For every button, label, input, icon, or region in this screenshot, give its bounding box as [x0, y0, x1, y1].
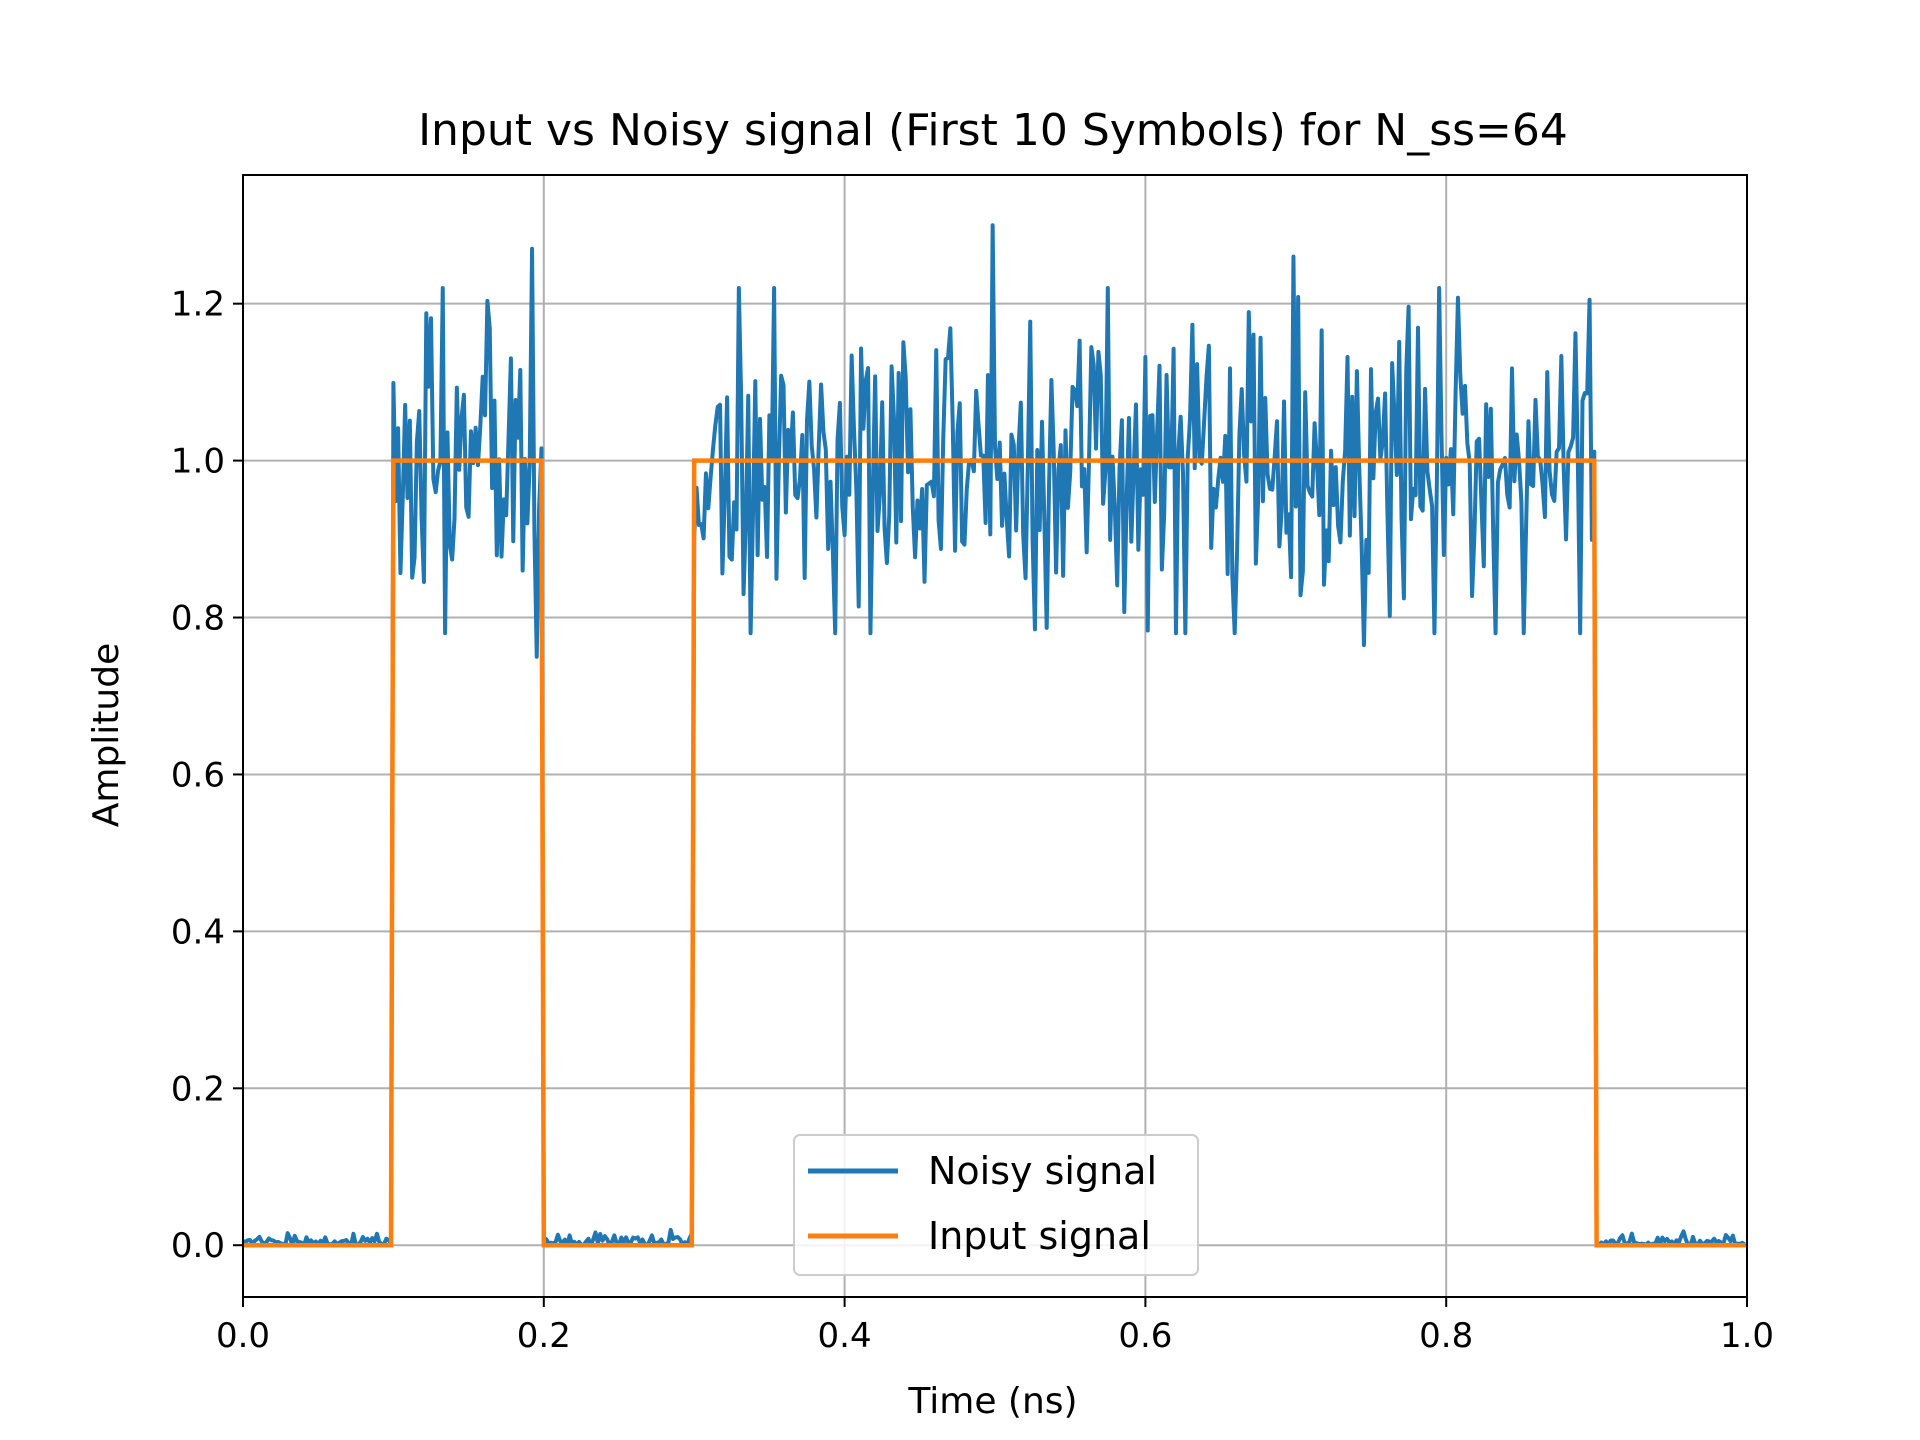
y-tick-label: 0.0 — [171, 1226, 225, 1266]
x-tick-label: 0.0 — [216, 1316, 270, 1356]
y-tick-label: 0.4 — [171, 912, 225, 952]
series-line-input-signal — [243, 458, 1747, 1248]
x-tick-label: 0.4 — [818, 1316, 872, 1356]
plot-area — [242, 223, 1747, 1248]
x-tick-label: 0.2 — [517, 1316, 571, 1356]
axes-frame — [242, 174, 1748, 1298]
y-tick-label: 1.0 — [171, 442, 225, 482]
legend-label-input-signal: Input signal — [928, 1214, 1151, 1258]
chart-title: Input vs Noisy signal (First 10 Symbols)… — [418, 105, 1568, 156]
y-tick-label: 0.2 — [171, 1069, 225, 1109]
x-axis-label: Time (ns) — [907, 1381, 1077, 1422]
x-tick-label: 0.8 — [1419, 1316, 1473, 1356]
x-tick-label: 1.0 — [1720, 1316, 1774, 1356]
y-tick-label: 0.8 — [171, 599, 225, 639]
axis-ticks: 0.0 0.2 0.4 0.6 0.8 1.0 0.0 0.2 0.4 0.6 0.8 1.0 1.2 — [171, 285, 1774, 1356]
series-line-noisy-signal — [242, 223, 1746, 1248]
legend: Noisy signal Input signal — [793, 1134, 1199, 1276]
y-axis-label: Amplitude — [86, 643, 127, 827]
legend-label-noisy-signal: Noisy signal — [928, 1149, 1157, 1193]
x-tick-label: 0.6 — [1118, 1316, 1172, 1356]
y-tick-label: 1.2 — [171, 285, 225, 325]
y-tick-label: 0.6 — [171, 755, 225, 795]
